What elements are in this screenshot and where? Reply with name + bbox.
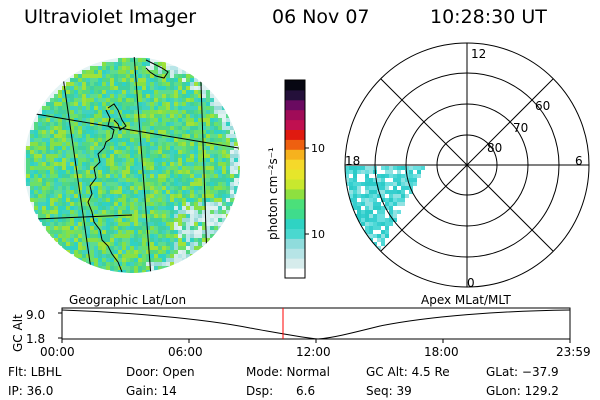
altitude-curve <box>61 309 571 340</box>
apex-polar-plot: 12 18 6 0 60 70 80 <box>344 42 590 290</box>
observation-date: 06 Nov 07 <box>272 6 370 28</box>
mlat-label-70: 70 <box>513 121 528 135</box>
timeline-xtick-1800: 18:00 <box>424 345 459 359</box>
timeline-xtick-1200: 12:00 <box>296 345 331 359</box>
mode-value: Mode: Normal <box>246 365 330 379</box>
gc-alt-value: GC Alt: 4.5 Re <box>366 365 450 379</box>
dsp-value: Dsp: 6.6 <box>246 384 316 398</box>
mlt-label-0: 0 <box>467 276 475 290</box>
gain-value: Gain: 14 <box>126 384 177 398</box>
coastline-new-guinea <box>145 59 169 79</box>
filter-value: Flt: LBHL <box>8 365 62 379</box>
observation-time: 10:28:30 UT <box>430 6 547 28</box>
colorbar-tick-100: 100 <box>311 142 325 155</box>
glon-value: GLon: 129.2 <box>486 384 559 398</box>
mlt-label-12: 12 <box>471 47 486 61</box>
coastline-island <box>237 63 240 77</box>
polar-grid <box>344 42 590 288</box>
timeline-ytick-high: 9.0 <box>26 308 45 322</box>
colorbar-swatches <box>285 80 305 279</box>
mlt-label-18: 18 <box>345 154 360 168</box>
timeline-ytick-low: 1.8 <box>26 332 45 346</box>
apex-panel-label: Apex MLat/MLT <box>421 293 511 307</box>
door-value: Door: Open <box>126 365 195 379</box>
colorbar-unit-label: photon cm⁻²s⁻¹ <box>266 147 280 240</box>
mlat-label-60: 60 <box>535 99 550 113</box>
ip-value: IP: 36.0 <box>8 384 54 398</box>
timeline-alt-label: GC Alt <box>11 314 25 352</box>
mlt-label-6: 6 <box>575 154 583 168</box>
glat-value: GLat: −37.9 <box>486 365 559 379</box>
globe-pixel-field <box>26 58 240 273</box>
seq-value: Seq: 39 <box>366 384 412 398</box>
colorbar-tick-10: 10 <box>311 228 325 241</box>
coastline-east-australia <box>87 109 123 273</box>
mlat-label-80: 80 <box>487 141 502 155</box>
timeline-xtick-2359: 23:59 <box>556 345 591 359</box>
colorbar: photon cm⁻²s⁻¹ 100 10 <box>266 79 325 279</box>
coastline-cape-york <box>107 103 127 131</box>
page-title: Ultraviolet Imager <box>24 6 197 28</box>
altitude-timeline: GC Alt 9.0 1.8 00:00 06:00 12:00 18:00 2… <box>11 307 591 359</box>
timeline-xtick-0000: 00:00 <box>40 345 75 359</box>
geographic-globe-image <box>24 57 240 273</box>
geographic-panel-label: Geographic Lat/Lon <box>69 293 187 307</box>
timeline-xtick-0600: 06:00 <box>168 345 203 359</box>
